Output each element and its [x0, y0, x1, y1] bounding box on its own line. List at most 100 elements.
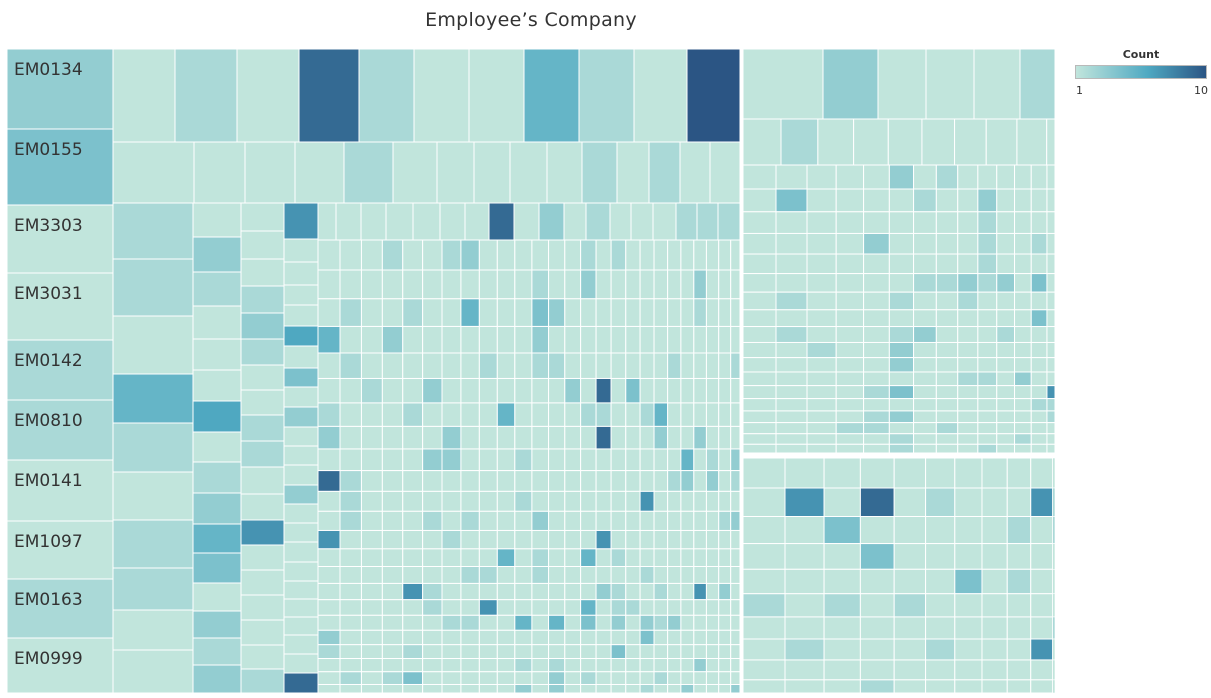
left-grid-cell — [595, 325, 612, 354]
left-grid-cell — [531, 644, 550, 660]
rb-grid-cell — [925, 568, 956, 595]
rt-grid-cell — [996, 341, 1016, 359]
rb-grid-cell — [1006, 679, 1032, 694]
left-grid-cell — [381, 470, 404, 492]
left-grid-cell — [402, 510, 424, 531]
left-grid-cell — [514, 529, 533, 550]
left-grid-cell — [514, 239, 533, 271]
rt-grid-cell — [888, 443, 915, 454]
left-grid-cell — [564, 298, 582, 327]
rt-grid-cell — [775, 188, 808, 213]
left-grid-cell — [531, 352, 550, 379]
rt-grid-cell — [806, 211, 837, 234]
band1-cell-4 — [412, 202, 441, 241]
left-grid-cell — [693, 614, 707, 631]
left-grid-cell — [580, 425, 597, 450]
left-grid-cell — [595, 239, 612, 271]
legend-max-label: 10 — [1194, 84, 1208, 97]
left-grid-cell — [625, 298, 641, 327]
left-grid-cell — [441, 683, 462, 694]
rt-grid-cell — [775, 357, 808, 373]
left-grid-cell — [339, 425, 362, 450]
top-row-cell-2 — [236, 48, 300, 143]
left-grid-cell — [705, 671, 720, 685]
left-grid-cell — [478, 510, 498, 531]
rb-grid-cell — [954, 659, 983, 681]
rt-grid-cell — [935, 357, 959, 373]
rt-grid-cell — [913, 357, 937, 373]
left-grid-cell — [680, 352, 695, 379]
rb-grid-cell — [981, 593, 1008, 618]
left-grid-cell — [402, 325, 424, 354]
rb-grid-cell — [925, 679, 956, 694]
col4-cell-2 — [283, 261, 319, 286]
rb-grid-cell — [893, 516, 927, 545]
rb-grid-cell — [954, 457, 983, 489]
left-grid-cell — [548, 529, 566, 550]
left-grid-cell — [718, 490, 732, 512]
left-grid-cell — [478, 470, 498, 492]
left-grid-cell — [564, 529, 582, 550]
left-grid-cell — [580, 510, 597, 531]
rt-grid-cell — [977, 433, 998, 445]
left-grid-cell — [460, 566, 480, 584]
rt-grid-cell — [935, 433, 959, 445]
left-grid-cell — [693, 529, 707, 550]
left-grid-cell — [317, 644, 341, 660]
rt-grid-cell — [996, 422, 1016, 435]
rt-grid-cell — [1046, 398, 1056, 412]
left-grid-cell — [360, 671, 383, 685]
rt-grid-cell — [742, 291, 777, 311]
band1-cell-2 — [360, 202, 387, 241]
rt-grid-cell — [913, 188, 937, 213]
col3-cell-4 — [240, 312, 285, 340]
rt-grid-cell — [996, 291, 1016, 311]
rt-grid-cell — [742, 188, 777, 213]
left-grid-cell — [595, 644, 612, 660]
rb-grid-cell — [1030, 457, 1054, 489]
left-grid-cell — [548, 629, 566, 646]
rb-grid-cell — [784, 487, 825, 517]
left-grid-cell — [339, 683, 362, 694]
left-grid-cell — [360, 548, 383, 567]
left-grid-cell — [718, 566, 732, 584]
rb-grid-cell — [954, 568, 983, 595]
left-grid-cell — [564, 325, 582, 354]
left-grid-cell — [639, 629, 655, 646]
rt-grid-cell — [935, 341, 959, 359]
left-grid-cell — [441, 671, 462, 685]
left-grid-cell — [478, 239, 498, 271]
rb-grid-cell — [784, 516, 825, 545]
left-grid-cell — [564, 599, 582, 616]
left-grid-cell — [705, 614, 720, 631]
col4-cell-3 — [283, 284, 319, 306]
rt-grid-cell — [888, 371, 915, 387]
rt-grid-cell — [806, 433, 837, 445]
left-grid-cell — [680, 599, 695, 616]
col4-cell-12 — [283, 464, 319, 486]
band1-cell-10 — [563, 202, 587, 241]
rt-grid-cell — [957, 433, 979, 445]
rb-grid-cell — [1030, 638, 1054, 661]
col2-cell-5 — [192, 369, 242, 402]
rt-grid-cell — [806, 253, 837, 275]
left-grid-cell — [564, 658, 582, 673]
rt-grid-cell — [742, 211, 777, 234]
rt-row2-cell — [887, 118, 923, 166]
rt-row2-cell — [817, 118, 855, 166]
left-grid-cell — [496, 269, 516, 300]
left-grid-cell — [595, 548, 612, 567]
left-grid-cell — [730, 470, 741, 492]
left-grid-cell — [514, 377, 533, 404]
rb-grid-cell — [784, 593, 825, 618]
rt-grid-cell — [977, 232, 998, 255]
left-grid-cell — [595, 377, 612, 404]
left-grid-cell — [317, 298, 341, 327]
left-grid-cell — [339, 239, 362, 271]
col2-cell-2 — [192, 271, 242, 307]
left-grid-cell — [422, 658, 443, 673]
col4-cell-9 — [283, 406, 319, 428]
left-grid-cell — [639, 614, 655, 631]
left-grid-cell — [580, 402, 597, 427]
rt-grid-cell — [863, 341, 890, 359]
